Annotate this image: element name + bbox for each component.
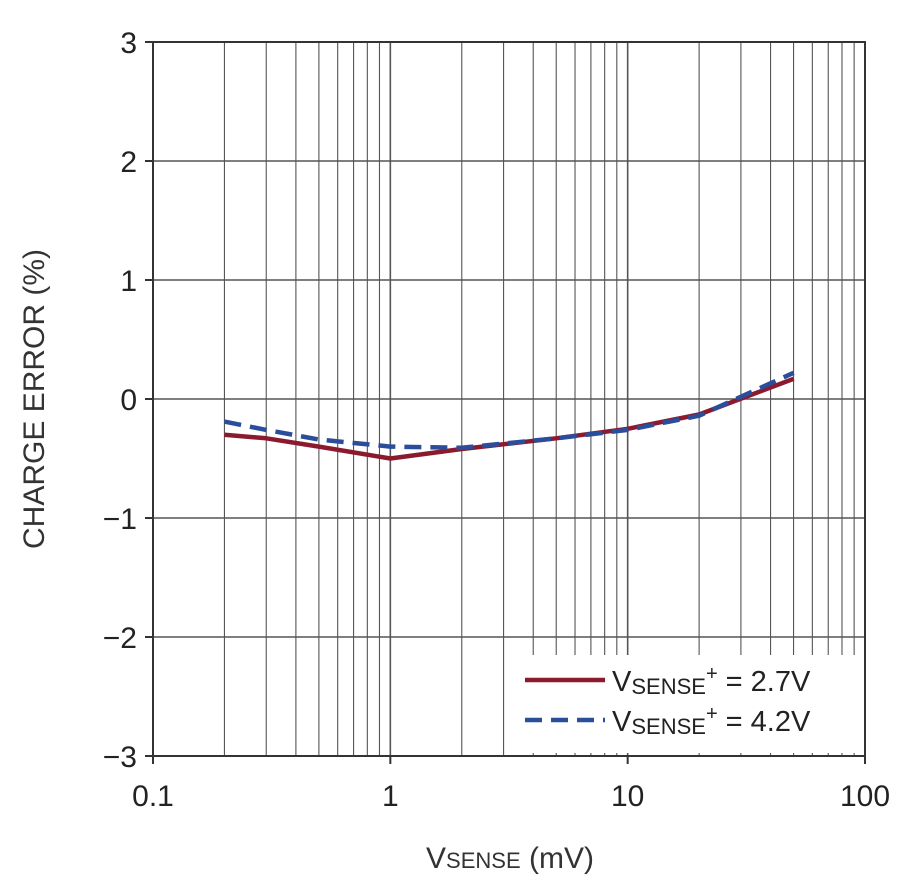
legend-label-sup: + — [706, 703, 718, 725]
legend-box — [505, 655, 862, 753]
x-tick-label: 0.1 — [132, 780, 174, 813]
x-tick-label: 10 — [611, 780, 644, 813]
y-tick-label: 3 — [120, 27, 137, 60]
series-line-1 — [224, 376, 795, 461]
x-axis-title-main: V — [426, 842, 446, 875]
x-tick-label: 1 — [382, 780, 399, 813]
series-line-2 — [223, 370, 795, 451]
x-axis-title: VSENSE (mV) — [426, 842, 594, 875]
legend-label-sub: SENSE — [631, 674, 706, 699]
legend-label-main: V — [612, 706, 632, 738]
x-axis-title-sub: SENSE — [446, 848, 521, 873]
y-tick-label: −3 — [103, 741, 137, 774]
x-axis-title-rest: (mV) — [521, 842, 594, 875]
y-tick-label: −2 — [103, 622, 137, 655]
legend-label-2: VSENSE+ = 4.2V — [612, 703, 811, 739]
y-axis-title: CHARGE ERROR (%) — [18, 249, 51, 549]
y-tick-label: 1 — [120, 265, 137, 298]
legend-label-rest: = 2.7V — [718, 666, 811, 698]
y-tick-label: 0 — [120, 384, 137, 417]
legend-label-sup: + — [706, 663, 718, 685]
x-tick-label: 100 — [840, 780, 890, 813]
legend-label-rest: = 4.2V — [718, 706, 811, 738]
y-tick-label: 2 — [120, 146, 137, 179]
legend-label-sub: SENSE — [631, 714, 706, 739]
legend-label-1: VSENSE+ = 2.7V — [612, 663, 811, 699]
grid — [153, 42, 865, 756]
series-group — [223, 370, 795, 461]
y-tick-label: −1 — [103, 503, 137, 536]
legend-label-main: V — [612, 666, 632, 698]
